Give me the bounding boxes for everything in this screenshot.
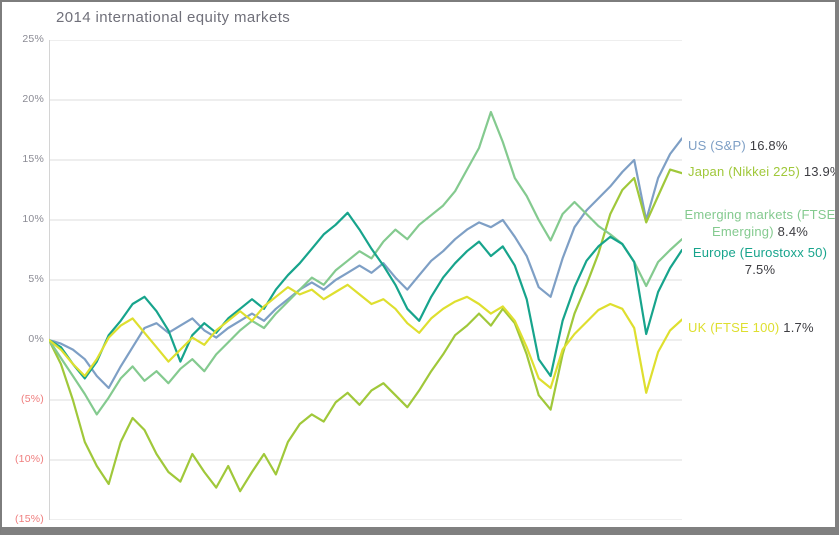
chart-title: 2014 international equity markets: [56, 9, 291, 26]
y-axis-tick: 20%: [22, 93, 44, 105]
y-axis-tick: 15%: [22, 153, 44, 165]
y-axis-tick: (15%): [14, 513, 44, 525]
y-axis-tick: (5%): [21, 393, 44, 405]
series-line-uk: [47, 283, 684, 394]
series-value-uk: 1.7%: [783, 320, 814, 335]
series-name-uk: UK (FTSE 100): [688, 320, 780, 335]
series-line-japan: [47, 168, 684, 493]
series-name-europe: Europe (Eurostoxx 50): [692, 245, 828, 260]
series-label-us: US (S&P) 16.8%: [688, 137, 788, 154]
series-value-europe: 7.5%: [744, 262, 776, 277]
y-axis-tick: 0%: [28, 333, 44, 345]
series-label-emerging: Emerging markets (FTSE Emerging) 8.4%: [682, 206, 836, 240]
series-value-emerging: 8.4%: [777, 224, 809, 239]
series-line-us: [47, 137, 684, 390]
chart-plot-svg: [47, 39, 684, 521]
series-label-europe: Europe (Eurostoxx 50) 7.5%: [682, 244, 835, 278]
series-value-japan: 13.9%: [803, 164, 839, 179]
series-name-japan: Japan (Nikkei 225): [688, 164, 800, 179]
series-label-japan: Japan (Nikkei 225) 13.9%: [688, 163, 839, 180]
series-value-us: 16.8%: [749, 138, 788, 153]
series-line-europe: [47, 211, 684, 380]
y-axis-tick: 5%: [28, 273, 44, 285]
series-line-emerging: [47, 110, 684, 416]
chart-plot-area: [47, 39, 684, 521]
series-label-uk: UK (FTSE 100) 1.7%: [688, 319, 814, 336]
y-axis-tick: 25%: [22, 33, 44, 45]
y-axis-tick: (10%): [14, 453, 44, 465]
y-axis-tick: 10%: [22, 213, 44, 225]
series-name-us: US (S&P): [688, 138, 746, 153]
series-name-emerging: Emerging markets (FTSE Emerging): [684, 207, 836, 239]
